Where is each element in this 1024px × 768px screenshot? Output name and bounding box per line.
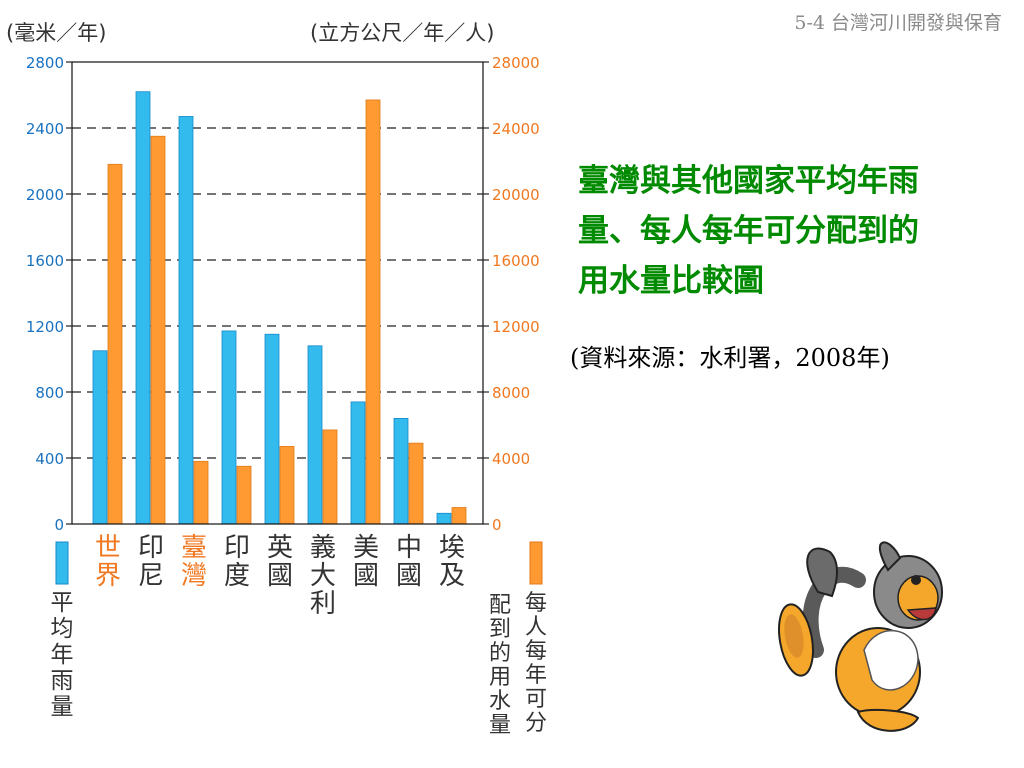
legend-label-rainfall-char: 均 — [51, 616, 74, 642]
left-tick-label: 2000 — [26, 186, 64, 204]
plot-frame — [71, 61, 484, 525]
right-tick-label: 12000 — [492, 318, 540, 336]
right-tick-label: 28000 — [492, 54, 540, 72]
bars-layer — [92, 91, 467, 525]
title-line-3: 用水量比較圖 — [578, 263, 764, 299]
legend-label-water-char: 配 — [489, 593, 511, 618]
category-label-char: 國 — [353, 561, 379, 591]
legend-label-water-char: 可 — [525, 687, 547, 712]
legend-label-water-char: 水 — [489, 689, 511, 714]
source-note: (資料來源：水利署，2008年) — [570, 344, 890, 372]
legend-label-water-char: 量 — [489, 713, 511, 738]
legend-label-water-char: 人 — [525, 615, 547, 640]
category-label-char: 大 — [310, 561, 336, 591]
right-tick-label: 4000 — [492, 450, 530, 468]
legend-swatch-rainfall — [55, 541, 69, 585]
left-unit-label: (毫米／年) — [6, 21, 106, 45]
legend-label-water-char: 到 — [489, 617, 511, 642]
right-tick-label: 20000 — [492, 186, 540, 204]
bar-water — [236, 465, 252, 525]
left-tick-label: 2800 — [26, 54, 64, 72]
bar-water — [279, 446, 295, 525]
category-label-char: 灣 — [181, 561, 207, 591]
category-label-char: 度 — [224, 561, 250, 591]
rabbit-mascot-icon — [778, 541, 943, 732]
category-label-char: 美 — [353, 533, 379, 563]
legend-swatch-water — [529, 541, 543, 585]
bar-water — [451, 507, 467, 525]
bar-rainfall — [178, 116, 194, 525]
ticks-layer: 0400800120016002000240028000400080001200… — [26, 54, 540, 534]
right-tick-label: 8000 — [492, 384, 530, 402]
bar-water — [365, 99, 381, 525]
slide-header: 5-4 台灣河川開發與保育 — [794, 12, 1002, 34]
left-tick-label: 0 — [54, 516, 64, 534]
left-tick-label: 400 — [35, 450, 64, 468]
category-label-char: 義 — [310, 533, 336, 563]
right-unit-label: (立方公尺／年／人) — [310, 21, 494, 45]
category-label-char: 利 — [310, 589, 336, 619]
bar-water — [193, 460, 209, 525]
legend-label-water-char: 每 — [525, 591, 547, 616]
category-label-char: 埃 — [439, 533, 465, 563]
category-label-char: 臺 — [181, 533, 207, 563]
bar-rainfall — [436, 512, 452, 525]
legend-label-water-char: 年 — [525, 663, 547, 688]
bar-rainfall — [135, 91, 151, 525]
bar-rainfall — [92, 350, 108, 525]
bar-rainfall — [221, 330, 237, 525]
right-tick-label: 16000 — [492, 252, 540, 270]
bar-rainfall — [393, 417, 409, 525]
bar-rainfall — [264, 333, 280, 525]
bar-water — [408, 442, 424, 525]
category-label-char: 國 — [267, 561, 293, 591]
category-label-char: 中 — [396, 533, 422, 563]
legend-label-rainfall-char: 年 — [51, 642, 74, 668]
title-line-1: 臺灣與其他國家平均年雨 — [578, 163, 919, 199]
title-line-2: 量、每人每年可分配到的 — [578, 213, 919, 249]
chart-title: 臺灣與其他國家平均年雨 量、每人每年可分配到的 用水量比較圖 — [578, 156, 1018, 306]
category-label-char: 印 — [138, 533, 164, 563]
left-tick-label: 2400 — [26, 120, 64, 138]
category-label-char: 英 — [267, 533, 293, 563]
legend-label-rainfall-char: 雨 — [51, 668, 74, 694]
legend-label-water-char: 的 — [489, 641, 511, 666]
right-tick-label: 0 — [492, 516, 502, 534]
category-label-char: 世 — [95, 533, 121, 563]
category-label-char: 界 — [95, 561, 121, 591]
category-label-char: 印 — [224, 533, 250, 563]
legend-label-water-char: 分 — [525, 711, 547, 736]
bar-water — [107, 163, 123, 525]
category-label-char: 國 — [396, 561, 422, 591]
legend-label-water-char: 用 — [489, 665, 511, 690]
bar-rainfall — [307, 345, 323, 525]
left-tick-label: 1600 — [26, 252, 64, 270]
left-tick-label: 800 — [35, 384, 64, 402]
legend-label-rainfall-char: 平 — [51, 590, 74, 616]
category-label-char: 尼 — [138, 561, 164, 591]
left-tick-label: 1200 — [26, 318, 64, 336]
category-label-char: 及 — [439, 561, 465, 591]
legend-label-water-char: 每 — [525, 639, 547, 664]
legend-label-rainfall-char: 量 — [51, 694, 74, 720]
rainfall-water-chart: 0400800120016002000240028000400080001200… — [6, 21, 547, 738]
bar-water — [322, 429, 338, 525]
bar-rainfall — [350, 401, 366, 525]
bar-water — [150, 135, 166, 525]
right-tick-label: 24000 — [492, 120, 540, 138]
